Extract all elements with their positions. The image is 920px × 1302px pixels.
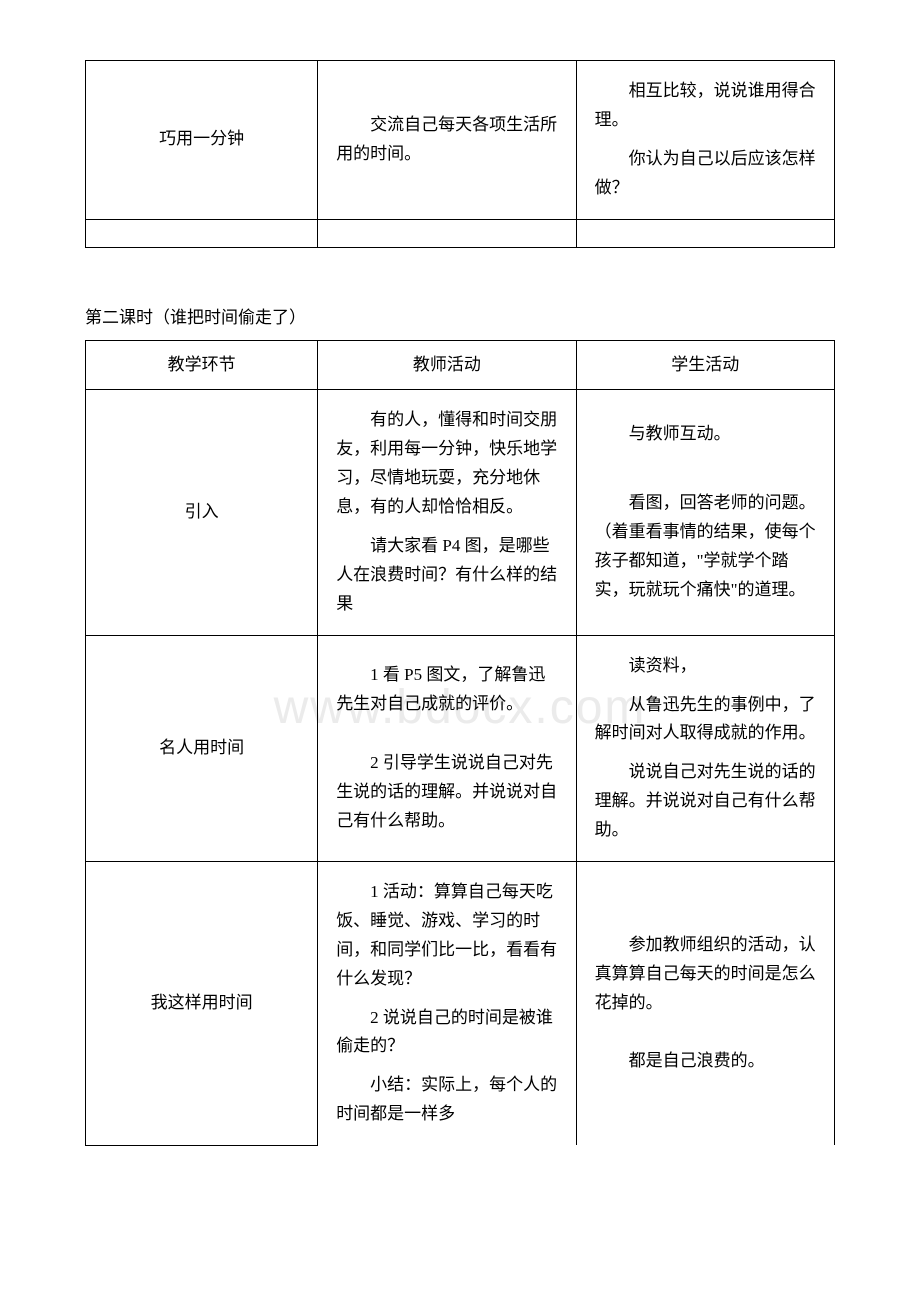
- table-row: 名人用时间 1 看 P5 图文，了解鲁迅先生对自己成就的评价。 2 引导学生说说…: [86, 635, 835, 861]
- cell-student: 读资料， 从鲁迅先生的事例中，了解时间对人取得成就的作用。 说说自己对先生说的话…: [576, 635, 834, 861]
- cell-section: 巧用一分钟: [86, 61, 318, 220]
- paragraph: 从鲁迅先生的事例中，了解时间对人取得成就的作用。: [595, 691, 816, 749]
- header-teacher: 教师活动: [318, 340, 576, 390]
- cell-section: 我这样用时间: [86, 862, 318, 1146]
- cell-teacher: 交流自己每天各项生活所用的时间。: [318, 61, 576, 220]
- paragraph: 有的人，懂得和时间交朋友，利用每一分钟，快乐地学习，尽情地玩耍，充分地休息，有的…: [336, 406, 557, 522]
- cell-empty: [576, 219, 834, 247]
- cell-student: 参加教师组织的活动，认真算算自己每天的时间是怎么花掉的。 都是自己浪费的。: [576, 862, 834, 1146]
- paragraph: 说说自己对先生说的话的理解。并说说对自己有什么帮助。: [595, 758, 816, 845]
- paragraph: 1 活动：算算自己每天吃饭、睡觉、游戏、学习的时间，和同学们比一比，看看有什么发…: [336, 878, 557, 994]
- cell-teacher: 有的人，懂得和时间交朋友，利用每一分钟，快乐地学习，尽情地玩耍，充分地休息，有的…: [318, 390, 576, 635]
- cell-empty: [86, 219, 318, 247]
- table-1: 巧用一分钟 交流自己每天各项生活所用的时间。 相互比较，说说谁用得合理。 你认为…: [85, 60, 835, 248]
- cell-empty: [318, 219, 576, 247]
- table-row: 我这样用时间 1 活动：算算自己每天吃饭、睡觉、游戏、学习的时间，和同学们比一比…: [86, 862, 835, 1146]
- cell-teacher: 1 看 P5 图文，了解鲁迅先生对自己成就的评价。 2 引导学生说说自己对先生说…: [318, 635, 576, 861]
- table-header-row: 教学环节 教师活动 学生活动: [86, 340, 835, 390]
- header-student: 学生活动: [576, 340, 834, 390]
- paragraph: 2 说说自己的时间是被谁偷走的？: [336, 1004, 557, 1062]
- table-row-empty: [86, 219, 835, 247]
- paragraph: 小结：实际上，每个人的时间都是一样多: [336, 1071, 557, 1129]
- paragraph: 2 引导学生说说自己对先生说的话的理解。并说说对自己有什么帮助。: [336, 749, 557, 836]
- paragraph: 请大家看 P4 图，是哪些人在浪费时间？有什么样的结果: [336, 532, 557, 619]
- paragraph: 相互比较，说说谁用得合理。: [595, 77, 816, 135]
- paragraph: 1 看 P5 图文，了解鲁迅先生对自己成就的评价。: [336, 661, 557, 719]
- cell-teacher: 1 活动：算算自己每天吃饭、睡觉、游戏、学习的时间，和同学们比一比，看看有什么发…: [318, 862, 576, 1146]
- paragraph: 参加教师组织的活动，认真算算自己每天的时间是怎么花掉的。: [595, 931, 816, 1018]
- table-row: 引入 有的人，懂得和时间交朋友，利用每一分钟，快乐地学习，尽情地玩耍，充分地休息…: [86, 390, 835, 635]
- cell-student: 与教师互动。 看图，回答老师的问题。（着重看事情的结果，使每个孩子都知道，"学就…: [576, 390, 834, 635]
- paragraph: 都是自己浪费的。: [595, 1047, 816, 1076]
- cell-student: 相互比较，说说谁用得合理。 你认为自己以后应该怎样做？: [576, 61, 834, 220]
- paragraph: 看图，回答老师的问题。（着重看事情的结果，使每个孩子都知道，"学就学个踏实，玩就…: [595, 489, 816, 605]
- cell-section: 引入: [86, 390, 318, 635]
- header-section: 教学环节: [86, 340, 318, 390]
- paragraph: 与教师互动。: [595, 420, 816, 449]
- cell-section: 名人用时间: [86, 635, 318, 861]
- paragraph: 读资料，: [595, 652, 816, 681]
- table-2: 教学环节 教师活动 学生活动 引入 有的人，懂得和时间交朋友，利用每一分钟，快乐…: [85, 340, 835, 1146]
- paragraph: 你认为自己以后应该怎样做？: [595, 145, 816, 203]
- table-row: 巧用一分钟 交流自己每天各项生活所用的时间。 相互比较，说说谁用得合理。 你认为…: [86, 61, 835, 220]
- section-title: 第二课时（谁把时间偷走了）: [85, 303, 835, 328]
